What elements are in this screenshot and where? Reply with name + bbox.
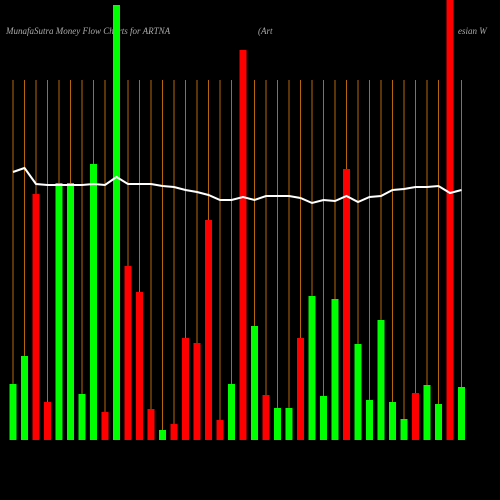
bar (21, 356, 28, 440)
bar (354, 344, 362, 440)
bar (400, 419, 408, 440)
money-flow-line (12, 166, 462, 205)
bar (193, 343, 201, 440)
bar (136, 292, 143, 440)
bar (90, 164, 97, 440)
bar (216, 420, 224, 440)
bar (458, 387, 465, 440)
bar (205, 220, 212, 440)
bar (251, 326, 258, 440)
bar (446, 0, 454, 440)
chart-title: esian W (458, 26, 488, 36)
bar (262, 395, 270, 440)
bar (182, 338, 189, 440)
bar (32, 194, 40, 440)
bar (274, 408, 281, 440)
bar (67, 183, 74, 440)
bar (331, 299, 339, 440)
bar (9, 384, 17, 440)
bar (228, 384, 235, 440)
bar (308, 296, 316, 440)
chart-title: (Art (258, 26, 273, 36)
bar (343, 169, 350, 440)
bar (101, 412, 109, 440)
bar (377, 320, 385, 440)
bar (366, 400, 373, 440)
bar (55, 183, 63, 440)
bar (435, 404, 442, 440)
bar (423, 385, 431, 440)
bar (78, 394, 86, 440)
bar (285, 408, 293, 440)
bar (389, 402, 396, 440)
bar (297, 338, 304, 440)
bar (239, 50, 247, 440)
bar (320, 396, 327, 440)
bar (44, 402, 51, 440)
bar (113, 5, 120, 440)
bar (124, 266, 132, 440)
bar (170, 424, 178, 440)
bar (412, 393, 419, 440)
bar (159, 430, 166, 440)
bar (147, 409, 155, 440)
chart-title: MunafaSutra Money Flow Charts for ARTNA (5, 26, 171, 36)
